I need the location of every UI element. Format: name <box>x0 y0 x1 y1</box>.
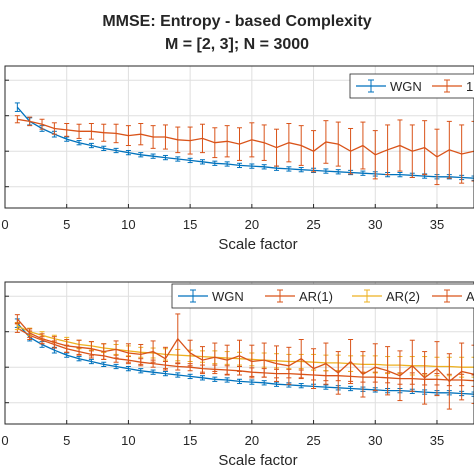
legend: WGN AR(1) AR(2) AR(3 <box>171 283 474 309</box>
panel-bottom: 0 5 10 15 20 25 30 35 Scale factor WGN AR(1) AR(2… <box>1 281 474 469</box>
series-line-1 <box>17 118 474 158</box>
series-layer <box>14 102 474 186</box>
series-line-ar-1 <box>16 327 474 382</box>
plot-area-frame <box>4 65 474 209</box>
x-tick-label: 20 <box>245 433 259 448</box>
x-tick-label: 20 <box>245 217 259 232</box>
legend-item-wgn: WGN <box>178 289 244 304</box>
x-tick-label: 25 <box>306 433 320 448</box>
legend-label-1: 1 <box>466 79 473 94</box>
series-1 <box>14 115 474 186</box>
legend-item-1: 1 <box>432 79 473 94</box>
x-tick-label: 10 <box>121 433 135 448</box>
x-tick-label: 30 <box>368 217 382 232</box>
x-tick-label: 5 <box>63 217 70 232</box>
x-tick-labels: 0 5 10 15 20 25 30 35 <box>1 204 444 232</box>
legend-item-wgn: WGN <box>356 79 422 94</box>
x-tick-label: 35 <box>430 217 444 232</box>
legend-item-ar-2: AR(2) <box>352 289 420 304</box>
x-tick-label: 15 <box>183 217 197 232</box>
x-axis-label: Scale factor <box>218 452 297 469</box>
chart-title-line-1: MMSE: Entropy - based Complexity <box>102 13 371 30</box>
series-layer <box>14 313 474 410</box>
legend-label-ar-1: AR(1) <box>299 289 333 304</box>
legend-item-ar-1: AR(1) <box>265 289 333 304</box>
legend-item-ar-3: AR(3 <box>432 289 474 304</box>
chart-title-line-2: M = [2, 3]; N = 3000 <box>165 36 309 53</box>
x-tick-label: 10 <box>121 217 135 232</box>
x-axis-label: Scale factor <box>218 236 297 253</box>
series-line-wgn <box>16 322 474 395</box>
x-tick-label: 15 <box>183 433 197 448</box>
series-line-ar-3 <box>16 318 474 383</box>
plot-area-frame <box>4 281 474 425</box>
x-tick-labels: 0 5 10 15 20 25 30 35 <box>1 420 444 448</box>
legend-label-ar-2: AR(2) <box>386 289 420 304</box>
series-wgn <box>14 318 474 397</box>
x-tick-label: 30 <box>368 433 382 448</box>
panel-top: 0 5 10 15 20 25 30 35 Scale factor WGN 1 <box>1 65 474 253</box>
x-tick-label: 35 <box>430 433 444 448</box>
legend-label-wgn: WGN <box>212 289 244 304</box>
series-wgn <box>14 102 474 181</box>
legend-box <box>171 283 474 309</box>
series-ar-1 <box>14 323 474 387</box>
x-tick-label: 0 <box>1 433 8 448</box>
series-ar-3 <box>14 313 474 410</box>
legend-label-wgn: WGN <box>390 79 422 94</box>
legend-label-ar-3: AR(3 <box>466 289 474 304</box>
series-ar-2 <box>14 321 474 378</box>
series-line-wgn <box>16 106 474 179</box>
x-tick-label: 0 <box>1 217 8 232</box>
legend: WGN 1 <box>349 73 474 99</box>
x-tick-label: 5 <box>63 433 70 448</box>
x-tick-label: 25 <box>306 217 320 232</box>
